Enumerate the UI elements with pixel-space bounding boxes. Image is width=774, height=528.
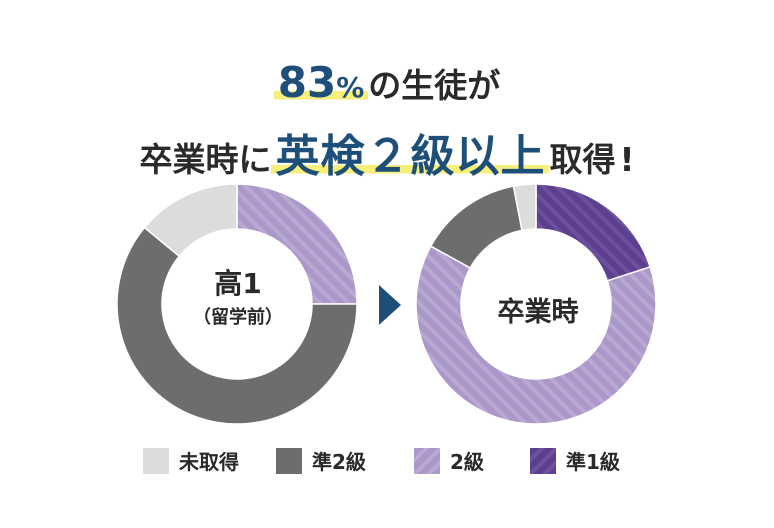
donut-slice-pre1 xyxy=(535,183,652,282)
headline-percent-number: 83 xyxy=(277,58,337,107)
legend-label-pre1: 準1級 xyxy=(566,450,620,474)
headline-exclamation: ! xyxy=(619,140,635,179)
legend-item-not-acquired: 未取得 xyxy=(143,446,239,475)
chart-1-center-label: 高1 xyxy=(214,267,262,300)
legend-label-not-acquired: 未取得 xyxy=(179,450,239,474)
legend-label-grade2: 2級 xyxy=(450,450,484,474)
headline-line-1-rest: の生徒が xyxy=(368,66,501,105)
legend: 未取得 準2級 2級 準1級 xyxy=(0,446,774,476)
chart-1-center-sublabel: （留学前） xyxy=(193,307,283,328)
headline-line-2-prefix: 卒業時に xyxy=(139,140,272,179)
arrow-right-icon xyxy=(379,285,401,325)
donut-slice-not-acquired xyxy=(143,183,238,258)
donut-slice-not-acquired xyxy=(512,183,537,232)
donut-slice-grade2 xyxy=(415,245,657,425)
legend-swatch-grade2 xyxy=(414,447,440,474)
headline-line-1: 83% の生徒が xyxy=(0,58,774,107)
donut-slice-pre2 xyxy=(116,226,358,425)
legend-swatch-not-acquired xyxy=(143,447,169,474)
headline-key-highlight: 英検２級以上 xyxy=(271,131,550,182)
legend-item-pre1: 準1級 xyxy=(530,446,620,475)
legend-swatch-pre2 xyxy=(276,447,302,474)
headline-line-2: 卒業時に英検２級以上 取得! xyxy=(0,120,774,184)
donut-chart-before xyxy=(116,183,358,425)
donut-chart-graduation xyxy=(415,183,657,425)
headline-key-phrase: 英検２級以上 xyxy=(275,131,546,182)
headline-percent-highlight: 83% xyxy=(273,58,369,107)
headline-percent-sign: % xyxy=(336,71,365,104)
headline-line-2-suffix: 取得 xyxy=(549,140,616,179)
legend-item-grade2: 2級 xyxy=(414,446,484,475)
legend-label-pre2: 準2級 xyxy=(312,450,366,474)
legend-swatch-pre1 xyxy=(530,447,556,474)
legend-item-pre2: 準2級 xyxy=(276,446,366,475)
chart-2-center-label: 卒業時 xyxy=(497,297,579,328)
